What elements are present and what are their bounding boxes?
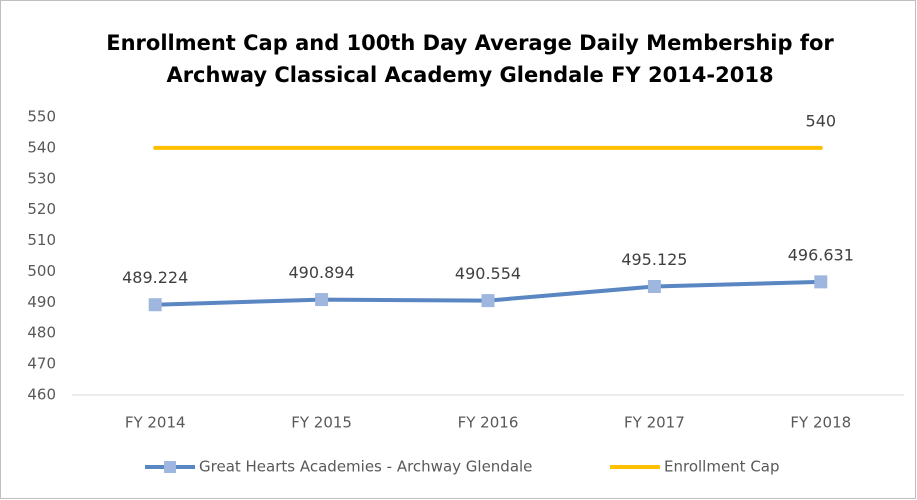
y-tick-label: 550 [27, 108, 56, 126]
x-tick-label: FY 2016 [458, 414, 519, 432]
data-label: 490.554 [455, 264, 521, 283]
data-label: 490.894 [289, 263, 355, 282]
data-label: 495.125 [621, 250, 687, 269]
x-tick-label: FY 2014 [125, 414, 186, 432]
y-tick-label: 520 [27, 200, 56, 218]
y-tick-label: 490 [27, 293, 56, 311]
x-tick-label: FY 2015 [291, 414, 352, 432]
data-label: 540 [806, 111, 837, 130]
y-tick-label: 510 [27, 231, 56, 249]
y-tick-label: 460 [27, 386, 56, 404]
y-tick-label: 470 [27, 355, 56, 373]
point-marker [148, 298, 162, 312]
x-tick-label: FY 2017 [624, 414, 685, 432]
data-label: 489.224 [122, 268, 188, 287]
y-tick-label: 500 [27, 262, 56, 280]
legend-label: Enrollment Cap [664, 458, 780, 476]
data-label: 496.631 [788, 245, 854, 264]
chart-title: Enrollment Cap and 100th Day Average Dai… [106, 31, 834, 55]
y-tick-label: 540 [27, 138, 56, 156]
point-marker [315, 293, 329, 307]
point-marker [647, 280, 661, 294]
y-tick-label: 530 [27, 169, 56, 187]
y-tick-label: 480 [27, 324, 56, 342]
chart-title: Archway Classical Academy Glendale FY 20… [166, 63, 773, 87]
point-marker [481, 294, 495, 308]
x-tick-label: FY 2018 [790, 414, 851, 432]
legend-label: Great Hearts Academies - Archway Glendal… [199, 458, 532, 476]
legend-marker [164, 461, 176, 473]
point-marker [814, 275, 828, 289]
